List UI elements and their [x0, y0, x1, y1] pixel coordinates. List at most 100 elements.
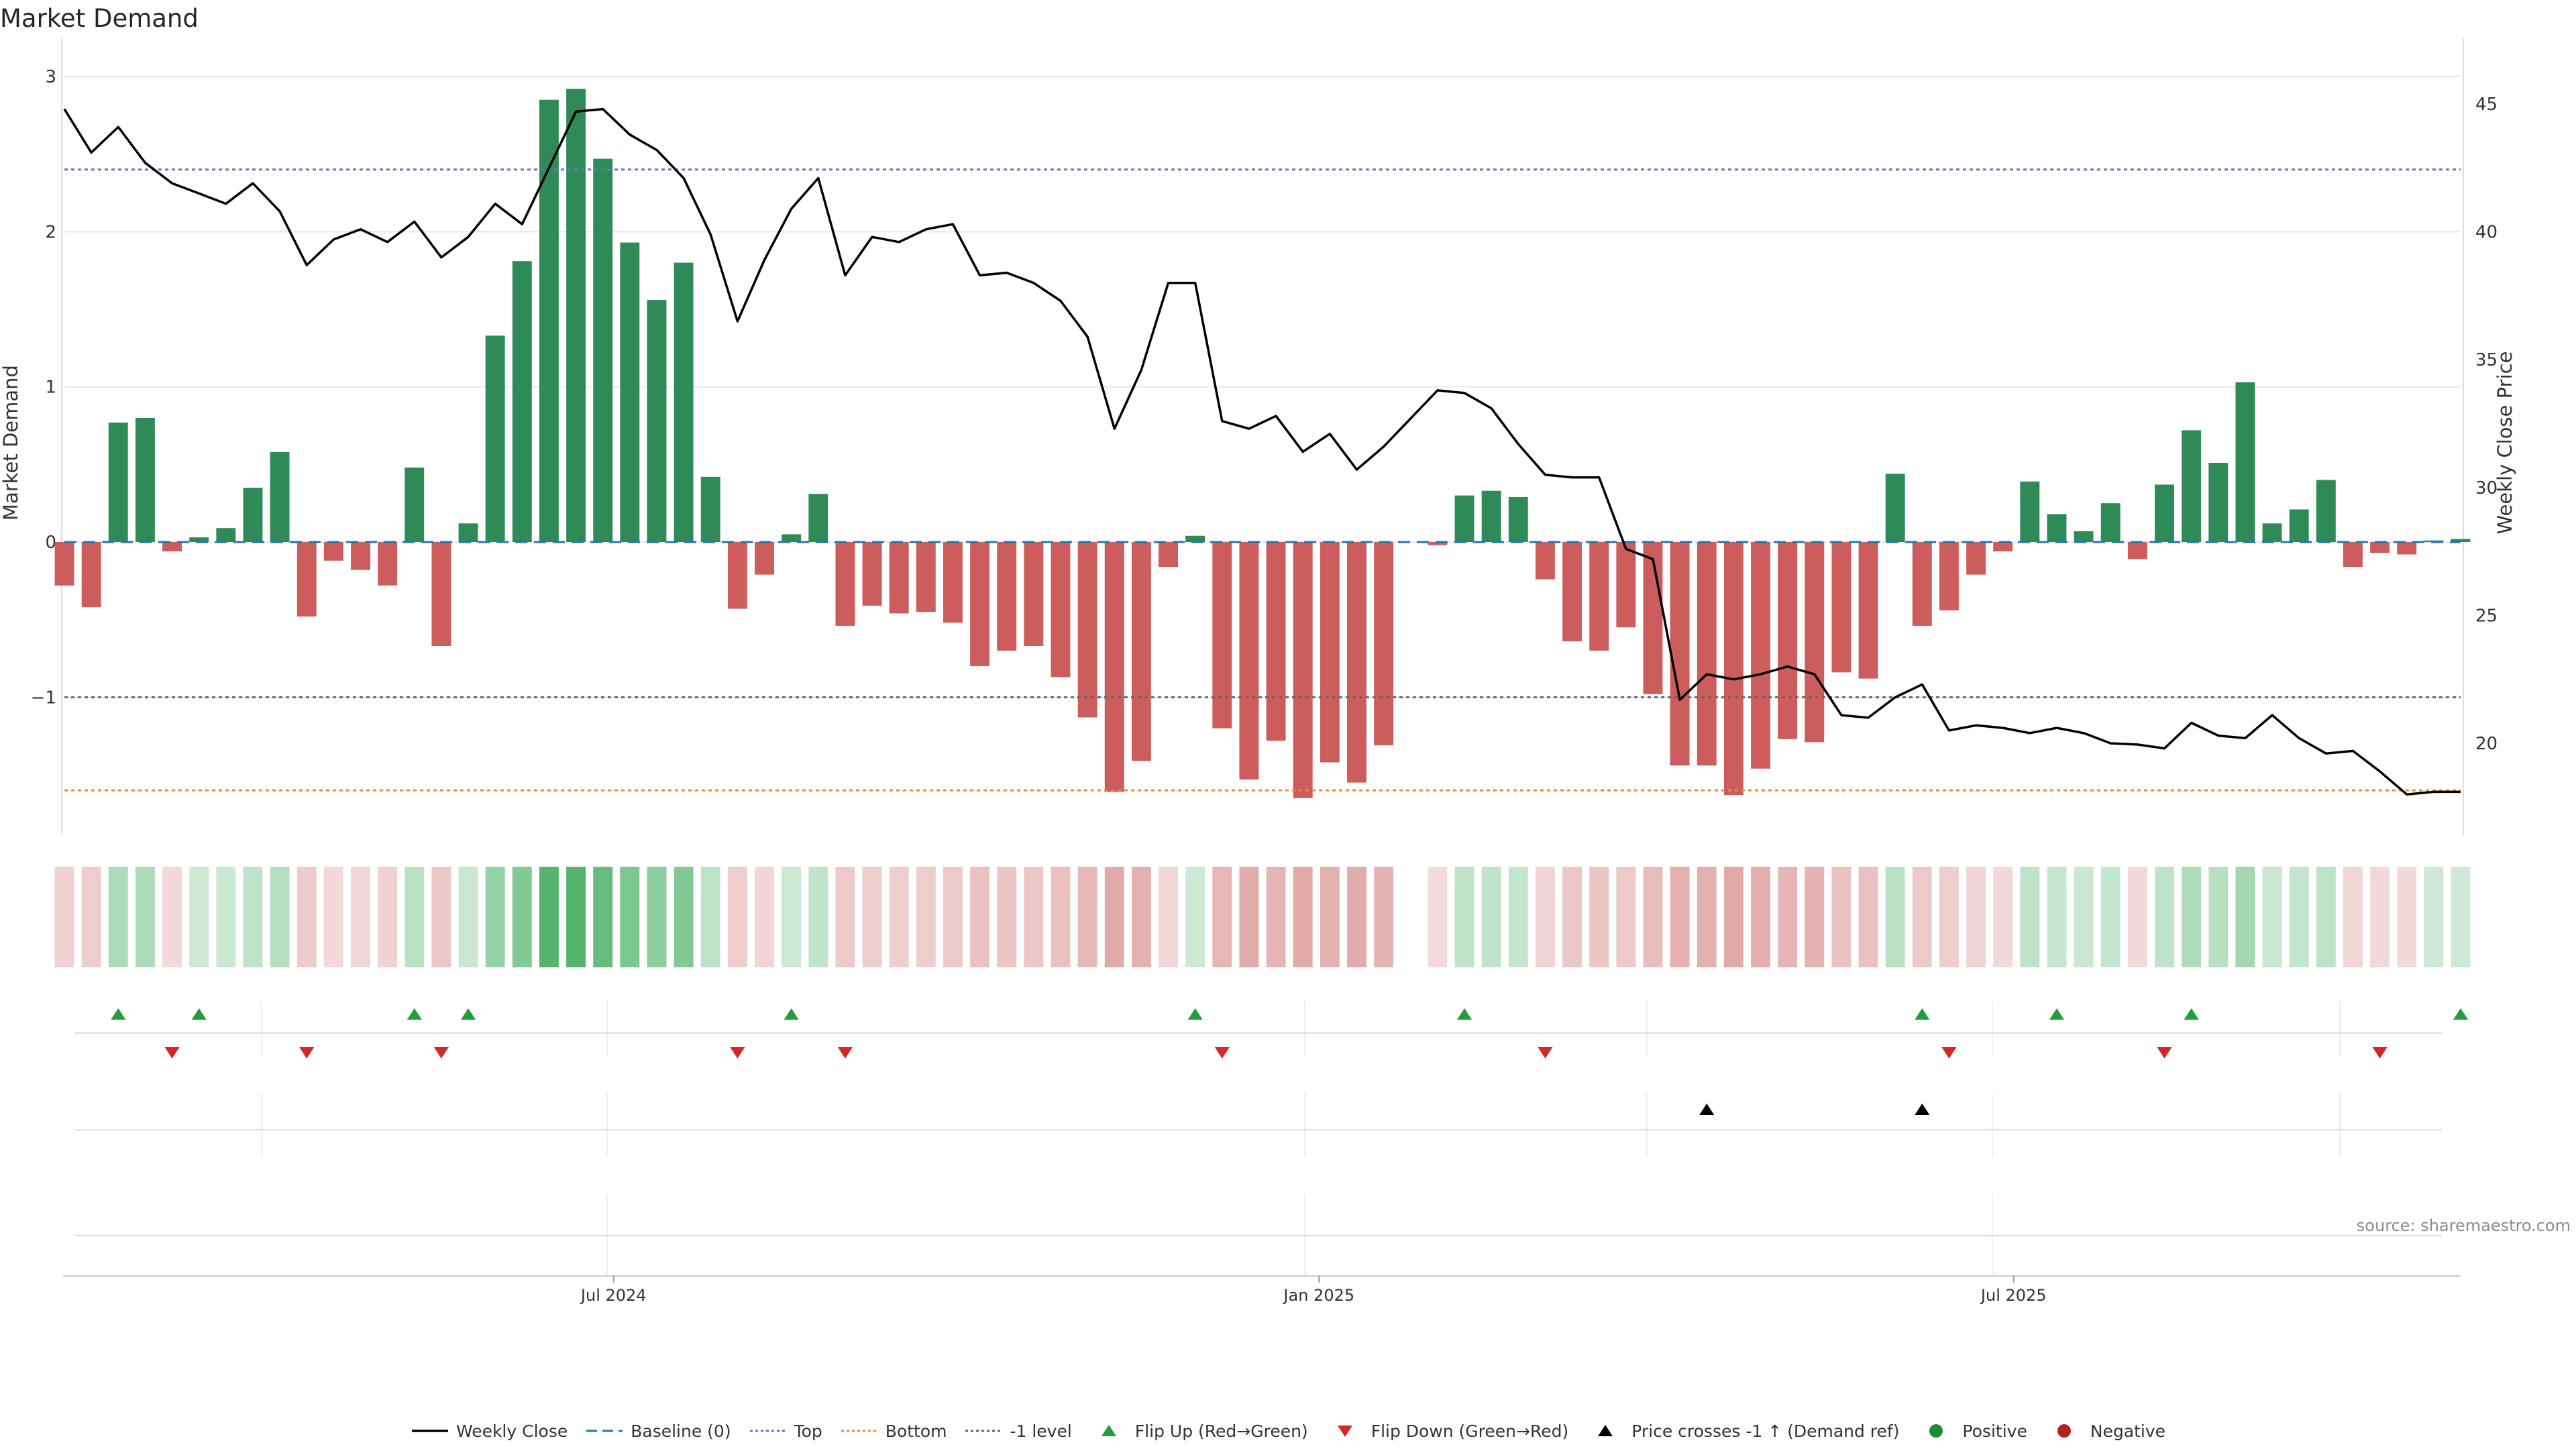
- price-cross-marker: [1915, 1104, 1930, 1115]
- demand-bar: [674, 262, 694, 542]
- legend-label: Baseline (0): [631, 1421, 731, 1441]
- y-tick-label: −1: [31, 688, 56, 708]
- weekly-close-line: [63, 107, 2461, 796]
- demand-bar: [755, 542, 774, 575]
- demand-bar: [2047, 514, 2067, 542]
- heat-cell: [755, 867, 774, 967]
- legend-label: Price crosses -1 ↑ (Demand ref): [1631, 1421, 1900, 1441]
- legend-swatch: [586, 1430, 623, 1432]
- heat-cell: [1212, 867, 1232, 967]
- legend-swatch: [1101, 1425, 1116, 1436]
- demand-bar: [1051, 542, 1071, 678]
- flip-up-marker: [407, 1008, 422, 1020]
- heat-cell: [700, 867, 720, 967]
- demand-bar: [727, 542, 747, 609]
- demand-bar: [1428, 542, 1448, 545]
- heat-cell: [835, 867, 855, 967]
- demand-bar: [889, 542, 909, 614]
- heat-cell: [2424, 867, 2444, 967]
- demand-bar: [1643, 542, 1663, 694]
- y-axis-title: Market Demand: [0, 365, 22, 521]
- demand-bar: [216, 528, 236, 542]
- flip-up-marker: [784, 1008, 799, 1020]
- heat-cell: [431, 867, 451, 967]
- heat-cell: [351, 867, 370, 967]
- demand-bar: [1185, 535, 1205, 542]
- flip-down-marker: [164, 1047, 180, 1059]
- demand-bar: [1562, 542, 1582, 642]
- y2-tick-label: 25: [2475, 606, 2498, 626]
- heat-cell: [2370, 867, 2390, 967]
- demand-bar: [943, 542, 963, 623]
- heat-cell: [243, 867, 263, 967]
- chart-legend: Weekly Close Baseline (0) Top Bottom -1 leve…: [0, 1417, 2576, 1444]
- x-tick-label: Jul 2025: [1980, 1286, 2047, 1305]
- legend-swatch: [841, 1430, 877, 1432]
- heat-cell: [2289, 867, 2309, 967]
- demand-bar: [916, 542, 936, 612]
- demand-bar: [2100, 503, 2121, 542]
- flip-up-marker: [1457, 1008, 1472, 1020]
- demand-bar: [189, 537, 209, 542]
- heat-cell: [1508, 867, 1528, 967]
- demand-bar: [1697, 542, 1717, 766]
- x-tick-label: Jul 2024: [580, 1286, 647, 1305]
- heat-cell: [2208, 867, 2229, 967]
- heat-cell: [1939, 867, 1959, 967]
- heat-cell: [2047, 867, 2067, 967]
- heat-cell: [539, 867, 559, 967]
- flip-down-marker: [433, 1047, 449, 1059]
- demand-bar: [2343, 542, 2363, 568]
- heat-cell: [2316, 867, 2336, 967]
- demand-bar: [2451, 539, 2471, 542]
- heat-cell: [108, 867, 128, 967]
- heat-cell: [485, 867, 505, 967]
- legend-label: Flip Up (Red→Green): [1134, 1421, 1308, 1441]
- demand-bar: [2020, 481, 2040, 542]
- demand-bar: [2397, 542, 2417, 555]
- heat-cell: [727, 867, 747, 967]
- demand-bar: [323, 542, 343, 561]
- heat-cell: [1104, 867, 1124, 967]
- heat-cell: [997, 867, 1017, 967]
- demand-bar: [54, 542, 74, 586]
- heat-cell: [1320, 867, 1340, 967]
- legend-swatch: [411, 1430, 448, 1432]
- demand-bar: [1589, 542, 1609, 651]
- flip-down-marker: [1214, 1047, 1230, 1059]
- y-tick-label: 0: [45, 533, 56, 553]
- heat-cell: [1993, 867, 2013, 967]
- heat-cell: [1131, 867, 1151, 967]
- flip-down-marker: [2372, 1047, 2387, 1059]
- legend-label: Weekly Close: [455, 1421, 568, 1441]
- heat-cell: [162, 867, 182, 967]
- heat-cell: [2127, 867, 2147, 967]
- legend-item: Flip Down (Green→Red): [1326, 1421, 1569, 1441]
- flip-down-marker: [2157, 1047, 2172, 1059]
- demand-bar: [1912, 542, 1932, 626]
- heat-cell: [943, 867, 963, 967]
- legend-label: -1 level: [1010, 1421, 1072, 1441]
- demand-bar: [458, 523, 478, 542]
- heat-cell: [189, 867, 209, 967]
- demand-bar: [782, 534, 802, 542]
- legend-label: Top: [794, 1421, 822, 1441]
- heat-cell: [1454, 867, 1474, 967]
- legend-label: Flip Down (Green→Red): [1371, 1421, 1569, 1441]
- demand-bar: [378, 542, 398, 586]
- heat-cell: [1912, 867, 1932, 967]
- heat-cell: [81, 867, 101, 967]
- demand-bar: [297, 542, 317, 617]
- flip-up-marker: [461, 1008, 476, 1020]
- heat-cell: [2262, 867, 2282, 967]
- demand-bar: [2208, 463, 2229, 542]
- source-credit: source: sharemaestro.com: [2356, 1216, 2571, 1235]
- demand-bar: [862, 542, 882, 606]
- heat-cell: [1481, 867, 1501, 967]
- demand-bar: [593, 158, 613, 542]
- demand-bar: [1347, 542, 1366, 783]
- demand-bar: [2182, 430, 2202, 542]
- legend-swatch: [965, 1430, 1002, 1432]
- heat-cell: [458, 867, 478, 967]
- heat-cell: [2451, 867, 2471, 967]
